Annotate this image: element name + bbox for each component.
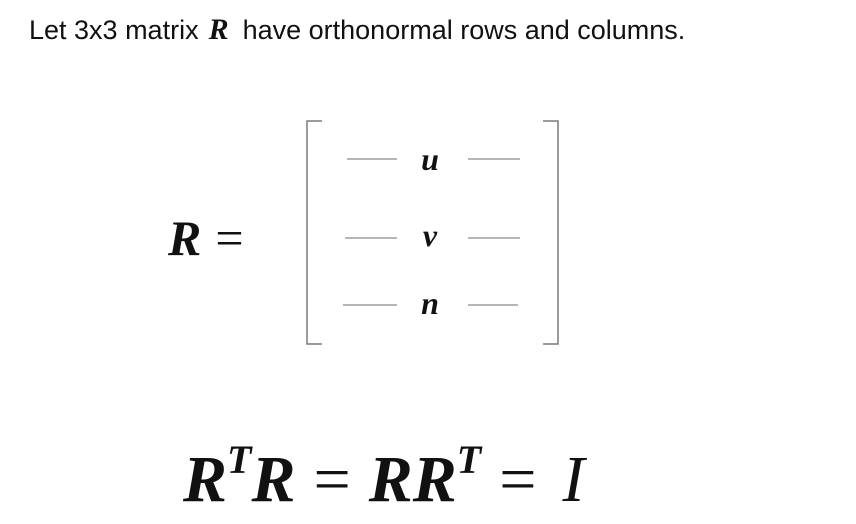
statement-variable: R [208, 13, 229, 46]
matrix-equals-sign: = [215, 210, 244, 266]
identity-equals-2: = [499, 443, 537, 516]
identity-term1-transpose: T [227, 437, 252, 482]
matrix-lhs-variable: R [168, 210, 202, 266]
identity-term1: R [183, 443, 228, 516]
matrix-row-v: v [422, 217, 438, 253]
right-bracket [543, 120, 559, 345]
left-bracket [306, 120, 322, 345]
matrix-row-u: u [421, 141, 439, 177]
orthogonality-identity: RTR = RRT = I [183, 440, 584, 520]
identity-equals-1: = [313, 443, 351, 516]
identity-term2: R [251, 443, 296, 516]
identity-term3: R [368, 443, 413, 516]
identity-term4-transpose: T [456, 437, 482, 482]
matrix-row-n: n [421, 285, 439, 321]
statement-suffix: have orthonormal rows and columns. [242, 15, 686, 45]
identity-result: I [562, 443, 585, 516]
statement-prefix: Let 3x3 matrix [29, 15, 199, 45]
matrix-lhs: R = [168, 208, 244, 268]
identity-term4: R [412, 443, 457, 516]
